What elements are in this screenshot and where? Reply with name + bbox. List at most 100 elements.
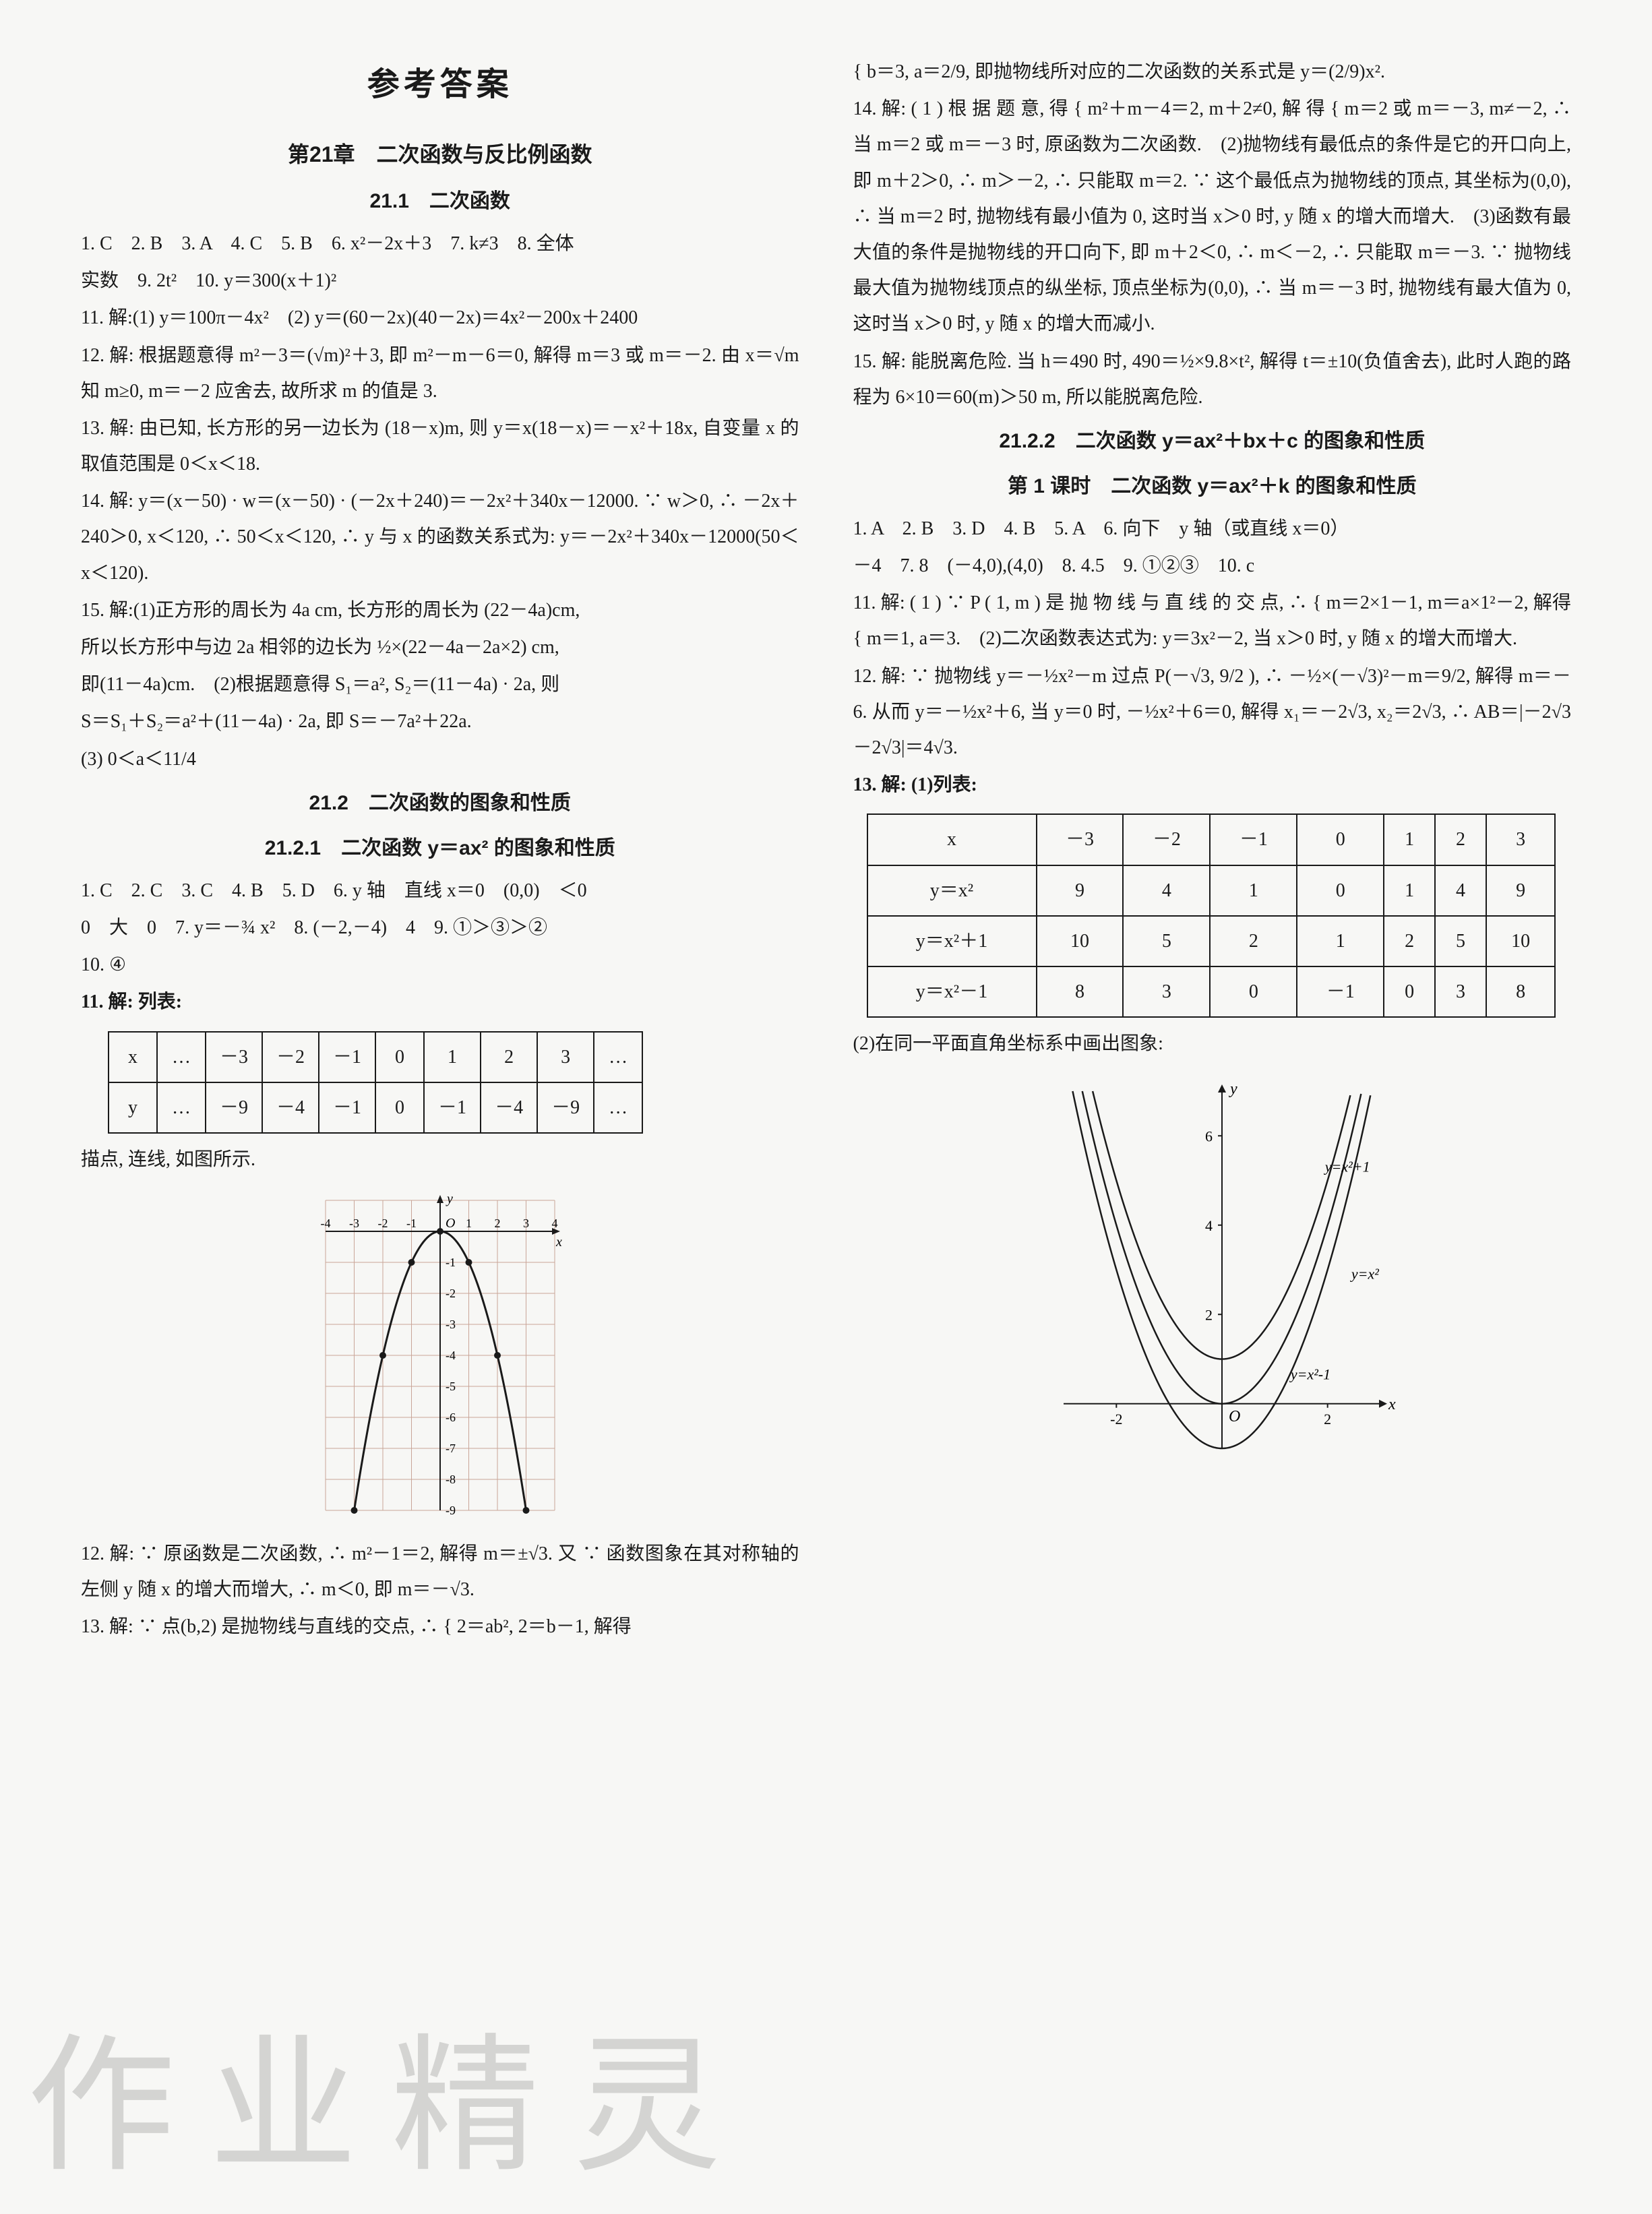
xy-table-q11: x…－3－2－10123…y…－9－4－10－1－4－9… [108, 1031, 643, 1134]
solution-q15a: 15. 解:(1)正方形的周长为 4a cm, 长方形的周长为 (22－4a)c… [81, 592, 799, 628]
table-cell: 2 [1384, 916, 1435, 966]
table-cell: －1 [1297, 966, 1384, 1017]
svg-text:6: 6 [1205, 1128, 1213, 1145]
q13-heading: 13. 解: (1)列表: [853, 767, 1572, 803]
solution-q12: 12. 解: ∵ 原函数是二次函数, ∴ m²－1＝2, 解得 m＝±√3. 又… [81, 1536, 799, 1607]
svg-text:x: x [555, 1235, 562, 1250]
svg-text:-3: -3 [446, 1318, 456, 1331]
svg-text:-2: -2 [1110, 1411, 1122, 1427]
solution-q14: 14. 解: ( 1 ) 根 据 题 意, 得 { m²＋m－4＝2, m＋2≠… [853, 91, 1572, 342]
svg-text:O: O [1229, 1408, 1240, 1425]
table-cell: y [109, 1082, 157, 1133]
table-cell: 3 [1486, 814, 1555, 865]
table-cell: … [594, 1082, 642, 1133]
svg-text:y=x²: y=x² [1350, 1266, 1379, 1283]
main-title: 参考答案 [81, 54, 799, 115]
table-cell: 3 [1123, 966, 1210, 1017]
table-cell: 8 [1486, 966, 1555, 1017]
table-cell: －1 [1210, 814, 1297, 865]
table-cell: 1 [1384, 865, 1435, 916]
svg-text:-7: -7 [446, 1442, 456, 1455]
solution-q11: 11. 解: ( 1 ) ∵ P ( 1, m ) 是 抛 物 线 与 直 线 … [853, 585, 1572, 656]
table-cell: －1 [319, 1032, 375, 1082]
left-column: 参考答案 第21章 二次函数与反比例函数 21.1 二次函数 1. C 2. B… [81, 54, 799, 1647]
answers-line: 实数 9. 2t² 10. y＝300(x＋1)² [81, 263, 799, 299]
table-cell: y＝x²＋1 [867, 916, 1037, 966]
solution-q15c: 即(11－4a)cm. (2)根据题意得 S₁＝a², S₂＝(11－4a) ·… [81, 667, 799, 702]
solution-q12: 12. 解: ∵ 抛物线 y＝－½x²－m 过点 P(－√3, 9/2 ), ∴… [853, 658, 1572, 766]
table-cell: 2 [481, 1032, 537, 1082]
section-21-2-title: 21.2 二次函数的图象和性质 [81, 784, 799, 822]
table-cell: … [157, 1032, 206, 1082]
table-cell: … [594, 1032, 642, 1082]
svg-text:1: 1 [466, 1217, 472, 1230]
svg-text:3: 3 [523, 1217, 529, 1230]
svg-text:-2: -2 [446, 1287, 456, 1300]
table-cell: 3 [1435, 966, 1486, 1017]
svg-text:-3: -3 [349, 1217, 359, 1230]
table-cell: 5 [1435, 916, 1486, 966]
solution-q13-cont: { b＝3, a＝2/9, 即抛物线所对应的二次函数的关系式是 y＝(2/9)x… [853, 54, 1572, 90]
table-cell: 1 [424, 1032, 481, 1082]
table-cell: －2 [262, 1032, 319, 1082]
q11-heading: 11. 解: 列表: [81, 984, 799, 1020]
table-cell: －2 [1123, 814, 1210, 865]
table-cell: 0 [1384, 966, 1435, 1017]
table-cell: 10 [1037, 916, 1124, 966]
table-cell: … [157, 1082, 206, 1133]
svg-text:4: 4 [551, 1217, 557, 1230]
solution-q15b: 所以长方形中与边 2a 相邻的边长为 ½×(22－4a－2a×2) cm, [81, 629, 799, 665]
svg-text:-1: -1 [406, 1217, 417, 1230]
lesson-1-title: 第 1 课时 二次函数 y＝ax²＋k 的图象和性质 [853, 467, 1572, 505]
table-cell: 0 [375, 1082, 424, 1133]
answers-line: 0 大 0 7. y＝－¾ x² 8. (－2,－4) 4 9. ①＞③＞② [81, 910, 799, 946]
svg-text:-2: -2 [377, 1217, 388, 1230]
q11-footer: 描点, 连线, 如图所示. [81, 1142, 799, 1177]
table-cell: 0 [375, 1032, 424, 1082]
table-cell: 5 [1123, 916, 1210, 966]
table-cell: 0 [1210, 966, 1297, 1017]
table-cell: x [109, 1032, 157, 1082]
svg-text:-4: -4 [446, 1349, 456, 1362]
table-cell: 1 [1297, 916, 1384, 966]
table-cell: y＝x² [867, 865, 1037, 916]
solution-q15e: (3) 0＜a＜11/4 [81, 741, 799, 777]
table-cell: －3 [206, 1032, 262, 1082]
right-column: { b＝3, a＝2/9, 即抛物线所对应的二次函数的关系式是 y＝(2/9)x… [853, 54, 1572, 1647]
table-cell: 9 [1486, 865, 1555, 916]
table-cell: －1 [319, 1082, 375, 1133]
table-cell: －4 [262, 1082, 319, 1133]
svg-text:O: O [446, 1216, 455, 1231]
page-two-columns: 参考答案 第21章 二次函数与反比例函数 21.1 二次函数 1. C 2. B… [81, 54, 1571, 1647]
solution-q11: 11. 解:(1) y＝100π－4x² (2) y＝(60－2x)(40－2x… [81, 300, 799, 336]
table-cell: 9 [1037, 865, 1124, 916]
table-cell: －4 [481, 1082, 537, 1133]
table-cell: 1 [1210, 865, 1297, 916]
svg-text:2: 2 [494, 1217, 500, 1230]
parabola-graph-q13: 246-22Oxyy=x²+1y=x²y=x²-1 [1023, 1071, 1401, 1475]
svg-text:4: 4 [1205, 1217, 1213, 1234]
graph-q13-wrap: 246-22Oxyy=x²+1y=x²y=x²-1 [853, 1071, 1572, 1475]
section-21-2-2-title: 21.2.2 二次函数 y＝ax²＋bx＋c 的图象和性质 [853, 422, 1572, 460]
table-cell: y＝x²－1 [867, 966, 1037, 1017]
svg-text:x: x [1388, 1396, 1396, 1413]
svg-text:y=x²-1: y=x²-1 [1289, 1366, 1330, 1383]
svg-text:-6: -6 [446, 1411, 456, 1424]
table-cell: 0 [1297, 814, 1384, 865]
table-cell: －3 [1037, 814, 1124, 865]
table-cell: 3 [537, 1032, 594, 1082]
table-cell: 4 [1123, 865, 1210, 916]
table-cell: －9 [537, 1082, 594, 1133]
table-cell: x [867, 814, 1037, 865]
solution-q15: 15. 解: 能脱离危险. 当 h＝490 时, 490＝½×9.8×t², 解… [853, 344, 1572, 415]
svg-text:-1: -1 [446, 1256, 456, 1269]
solution-q13: 13. 解: ∵ 点(b,2) 是抛物线与直线的交点, ∴ { 2＝ab², 2… [81, 1609, 799, 1644]
section-21-1-title: 21.1 二次函数 [81, 182, 799, 220]
answers-line: 1. C 2. C 3. C 4. B 5. D 6. y 轴 直线 x＝0 (… [81, 873, 799, 909]
table-cell: 1 [1384, 814, 1435, 865]
table-cell: －1 [424, 1082, 481, 1133]
svg-text:y=x²+1: y=x²+1 [1324, 1159, 1370, 1175]
parabola-graph-q11: -4-3-2-11234-1-2-3-4-5-6-7-8-9yxO [312, 1187, 568, 1524]
solution-q14: 14. 解: y＝(x－50) · w＝(x－50) · (－2x＋240)＝－… [81, 483, 799, 591]
answers-line: －4 7. 8 (－4,0),(4,0) 8. 4.5 9. ①②③ 10. c [853, 548, 1572, 584]
